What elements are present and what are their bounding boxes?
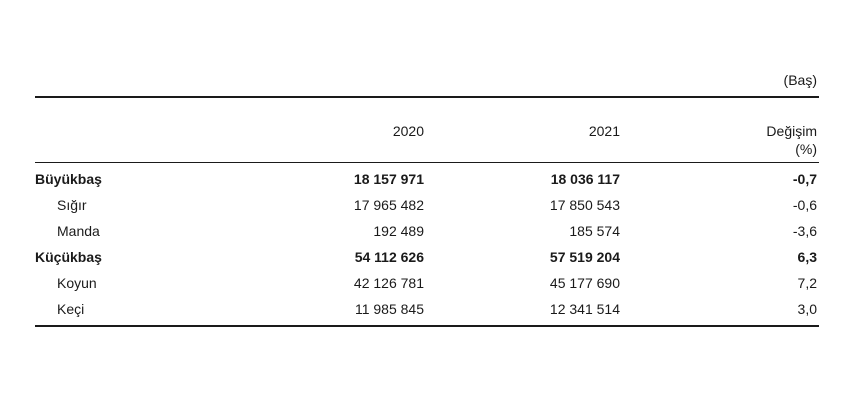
row-value-2020: 11 985 845: [354, 301, 424, 317]
table-header: 2020 2021 Değişim (%): [35, 98, 819, 162]
row-change: -0,7: [792, 171, 817, 187]
row-change: 3,0: [797, 301, 817, 317]
row-value-2020: 17 965 482: [353, 197, 424, 213]
livestock-table: 2020 2021 Değişim (%) Büyükbaş 18 157 97…: [35, 96, 819, 327]
row-value-2021: 45 177 690: [549, 275, 620, 291]
table-row-sigir: Sığır 17 965 482 17 850 543 -0,6: [35, 192, 819, 218]
row-value-2020: 18 157 971: [353, 171, 424, 187]
row-label: Büyükbaş: [35, 171, 102, 187]
row-label: Sığır: [57, 197, 87, 213]
table-row-keci: Keçi 11 985 845 12 341 514 3,0: [35, 296, 819, 322]
row-value-2021: 12 341 514: [549, 301, 620, 317]
row-label: Küçükbaş: [35, 249, 102, 265]
row-value-2020: 42 126 781: [353, 275, 424, 291]
row-value-2021: 57 519 204: [549, 249, 620, 265]
row-change: 7,2: [797, 275, 817, 291]
table-bottom-rule: [35, 325, 819, 327]
row-change: -0,6: [792, 197, 817, 213]
row-change: -3,6: [792, 223, 817, 239]
table-row-kucukbas: Küçükbaş 54 112 626 57 519 204 6,3: [35, 244, 819, 270]
header-year-2021: 2021: [588, 123, 620, 139]
row-label: Koyun: [57, 275, 97, 291]
header-change-line1: Değişim: [766, 123, 817, 139]
table-header-rule: [35, 162, 819, 163]
row-label: Keçi: [57, 301, 85, 317]
row-value-2021: 18 036 117: [550, 171, 620, 187]
row-value-2020: 192 489: [373, 223, 424, 239]
table-row-koyun: Koyun 42 126 781 45 177 690 7,2: [35, 270, 819, 296]
table-row-manda: Manda 192 489 185 574 -3,6: [35, 218, 819, 244]
header-year-2020: 2020: [392, 123, 424, 139]
row-change: 6,3: [797, 249, 817, 265]
row-value-2021: 17 850 543: [549, 197, 620, 213]
unit-label: (Baş): [783, 72, 817, 88]
table-row-buyukbas: Büyükbaş 18 157 971 18 036 117 -0,7: [35, 166, 819, 192]
header-change-line2: (%): [795, 141, 817, 157]
table-body: Büyükbaş 18 157 971 18 036 117 -0,7 Sığı…: [35, 163, 819, 325]
header-change: Değişim (%): [766, 122, 817, 158]
table-top-rule: [35, 96, 819, 98]
row-value-2021: 185 574: [569, 223, 620, 239]
row-label: Manda: [57, 223, 100, 239]
row-value-2020: 54 112 626: [354, 249, 424, 265]
